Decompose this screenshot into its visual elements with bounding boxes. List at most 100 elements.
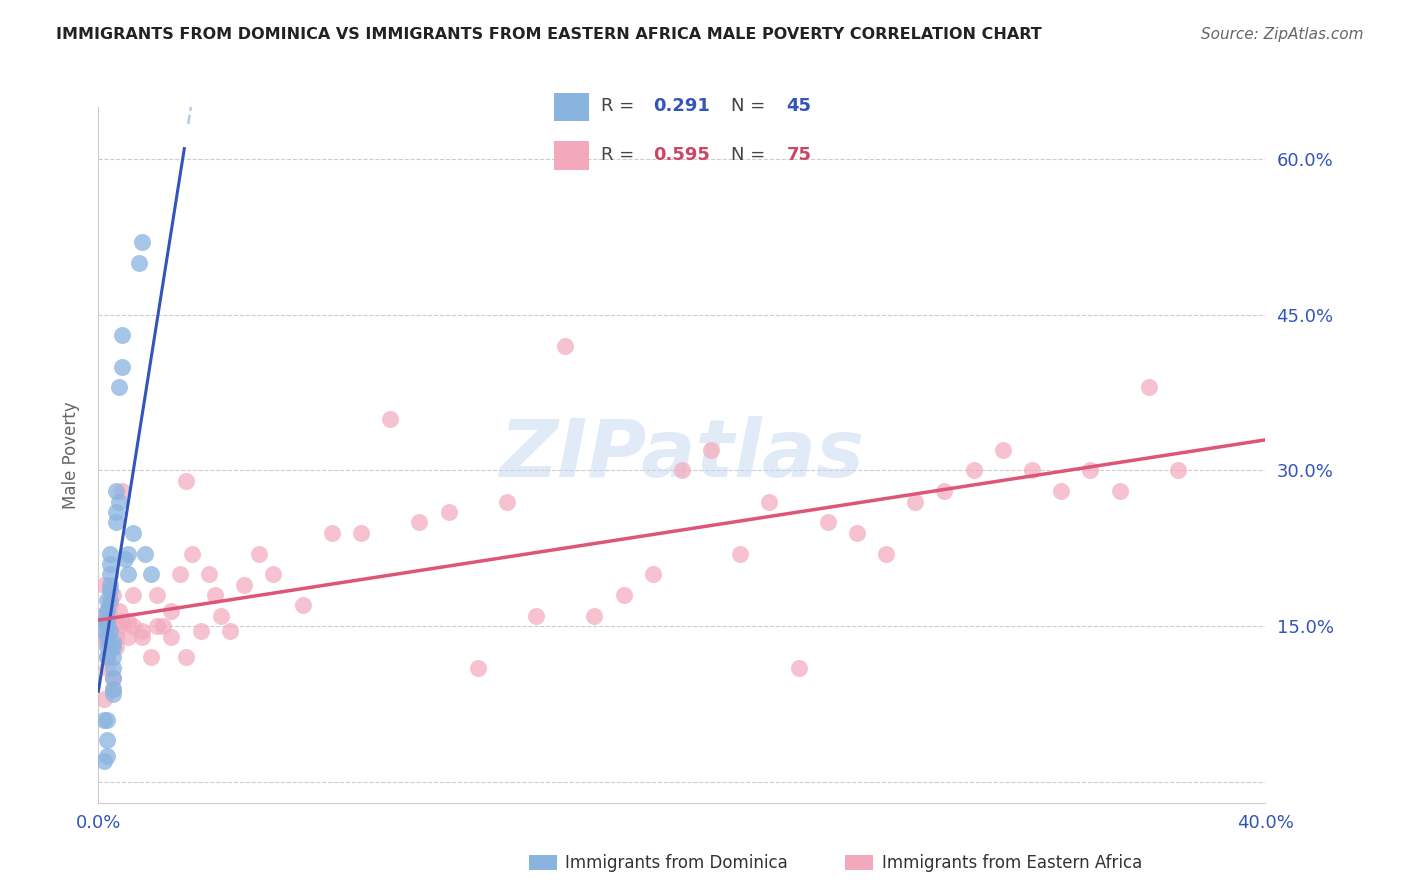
- Point: [1021, 463, 1043, 477]
- Point: [98, 624, 121, 639]
- Point: [104, 516, 127, 530]
- Point: [139, 650, 162, 665]
- Point: [1137, 380, 1160, 394]
- Point: [93, 578, 115, 592]
- Y-axis label: Male Poverty: Male Poverty: [62, 401, 80, 508]
- Point: [111, 359, 134, 374]
- Point: [875, 547, 897, 561]
- Point: [1050, 484, 1073, 499]
- Text: R =: R =: [602, 97, 634, 115]
- Point: [169, 567, 191, 582]
- Point: [108, 494, 131, 508]
- Point: [117, 630, 139, 644]
- Point: [291, 599, 314, 613]
- Point: [96, 640, 118, 654]
- Point: [122, 619, 145, 633]
- Point: [96, 619, 118, 633]
- Text: 0.291: 0.291: [654, 97, 710, 115]
- Point: [101, 681, 124, 696]
- Point: [108, 619, 131, 633]
- Point: [134, 547, 156, 561]
- Point: [204, 588, 226, 602]
- Point: [122, 588, 145, 602]
- Point: [96, 630, 118, 644]
- Point: [93, 608, 115, 623]
- Point: [146, 619, 169, 633]
- Point: [934, 484, 956, 499]
- Point: [93, 713, 115, 727]
- Point: [962, 463, 984, 477]
- Point: [233, 578, 256, 592]
- Point: [98, 582, 121, 597]
- Point: [262, 567, 284, 582]
- Point: [101, 650, 124, 665]
- Point: [128, 256, 150, 270]
- Point: [98, 547, 121, 561]
- Point: [96, 604, 118, 618]
- Point: [437, 505, 460, 519]
- Point: [117, 614, 139, 628]
- Point: [321, 525, 343, 540]
- Point: [108, 380, 131, 394]
- Point: [114, 551, 136, 566]
- Point: [101, 661, 124, 675]
- Point: [111, 484, 134, 499]
- Bar: [554, 93, 589, 121]
- Point: [845, 525, 868, 540]
- Point: [93, 630, 115, 644]
- Point: [350, 525, 373, 540]
- Point: [160, 630, 183, 644]
- Point: [209, 608, 232, 623]
- Point: [117, 567, 139, 582]
- Point: [93, 614, 115, 628]
- Point: [96, 635, 118, 649]
- Point: [98, 608, 121, 623]
- Text: 0.595: 0.595: [654, 145, 710, 163]
- Point: [96, 661, 118, 675]
- Point: [98, 599, 121, 613]
- Point: [612, 588, 634, 602]
- Point: [96, 593, 118, 607]
- Point: [104, 505, 127, 519]
- Point: [495, 494, 517, 508]
- Point: [524, 608, 547, 623]
- Text: 45: 45: [786, 97, 811, 115]
- Text: IMMIGRANTS FROM DOMINICA VS IMMIGRANTS FROM EASTERN AFRICA MALE POVERTY CORRELAT: IMMIGRANTS FROM DOMINICA VS IMMIGRANTS F…: [56, 27, 1042, 42]
- Text: R =: R =: [602, 145, 634, 163]
- Point: [117, 547, 139, 561]
- Point: [787, 661, 810, 675]
- Point: [101, 588, 124, 602]
- Point: [96, 713, 118, 727]
- Point: [111, 614, 134, 628]
- Point: [108, 604, 131, 618]
- Point: [180, 547, 202, 561]
- Point: [139, 567, 162, 582]
- Bar: [554, 141, 589, 169]
- Point: [146, 588, 169, 602]
- Point: [93, 692, 115, 706]
- Point: [111, 328, 134, 343]
- Point: [1108, 484, 1130, 499]
- Point: [101, 671, 124, 685]
- Bar: [845, 855, 873, 871]
- Point: [1167, 463, 1189, 477]
- Point: [758, 494, 780, 508]
- Point: [96, 733, 118, 747]
- Point: [96, 604, 118, 618]
- Point: [198, 567, 221, 582]
- Point: [98, 557, 121, 571]
- Point: [131, 235, 153, 249]
- Point: [641, 567, 664, 582]
- Bar: [529, 855, 557, 871]
- Point: [904, 494, 927, 508]
- Point: [98, 614, 121, 628]
- Point: [554, 339, 576, 353]
- Point: [190, 624, 212, 639]
- Point: [174, 474, 197, 488]
- Point: [467, 661, 489, 675]
- Point: [98, 593, 121, 607]
- Point: [1080, 463, 1102, 477]
- Text: ZIPatlas: ZIPatlas: [499, 416, 865, 494]
- Point: [104, 640, 127, 654]
- Point: [93, 754, 115, 768]
